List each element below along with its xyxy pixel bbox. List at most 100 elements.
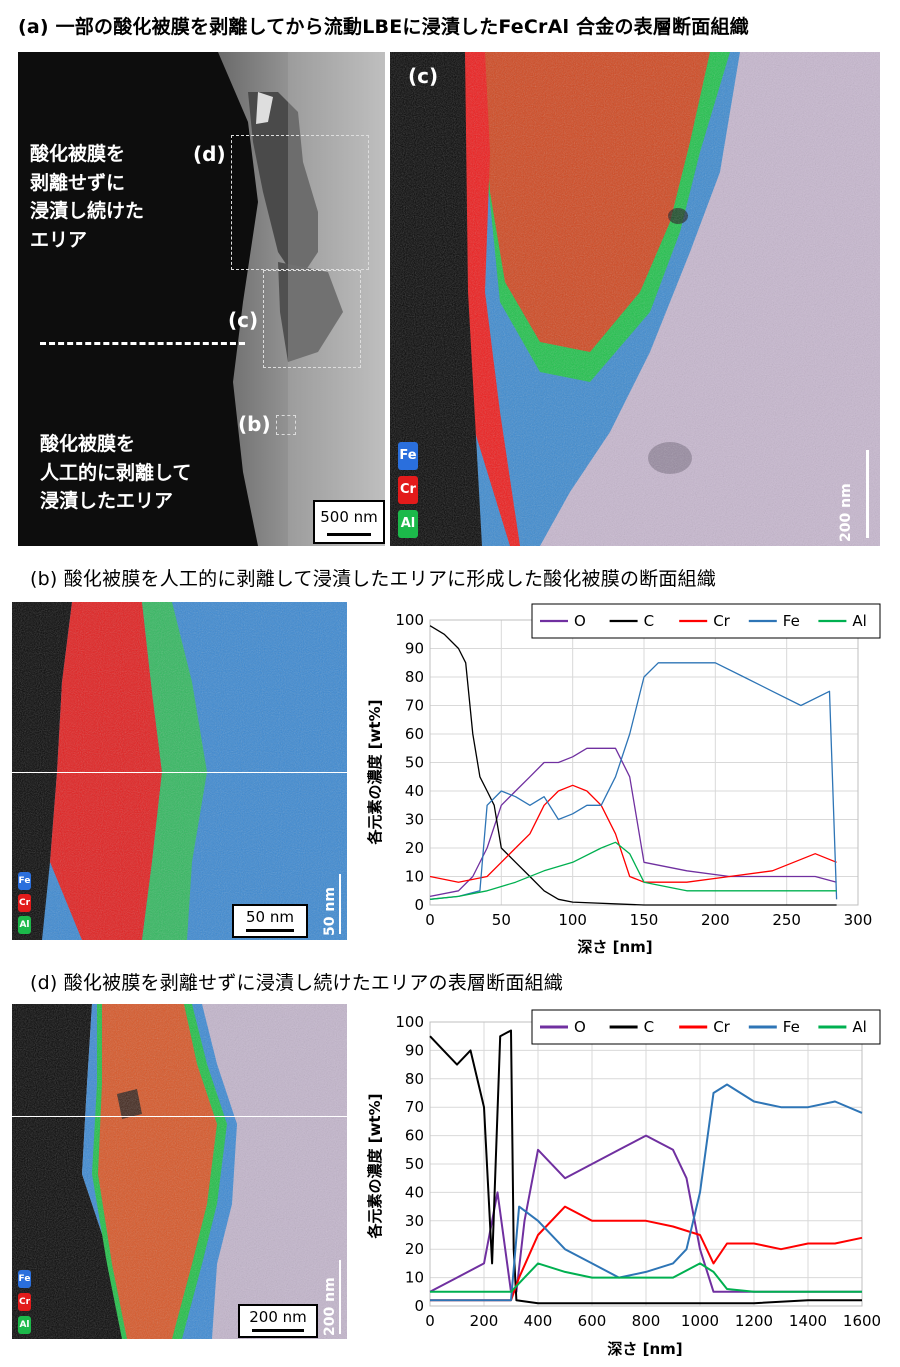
d-vscale-line xyxy=(339,1260,341,1334)
chart-b-series-cr xyxy=(429,784,837,883)
sem-label-line: エリア xyxy=(30,228,88,251)
sem-label-line: 浸漬したエリア xyxy=(40,490,174,512)
chart-d-ytick-label: 60 xyxy=(405,1127,424,1145)
chart-b-ytick-label: 70 xyxy=(405,697,424,715)
region-box-b xyxy=(276,415,296,435)
chart-b-ytick-label: 50 xyxy=(405,754,424,772)
b-scale-line xyxy=(246,929,294,932)
linescan-line xyxy=(12,772,347,773)
legend-cr-chip: Cr xyxy=(18,894,31,912)
chart-b-ytick-label: 20 xyxy=(405,839,424,857)
eds-map-c-tag: (c) xyxy=(408,64,439,88)
chart-d-legend-label: Al xyxy=(852,1018,866,1036)
chart-b-ylabel: 各元素の濃度 [wt%] xyxy=(366,700,384,846)
chart-b-xtick-label: 200 xyxy=(701,911,730,929)
chart-d-xtick-label: 1600 xyxy=(843,1312,881,1330)
chart-d-ytick-label: 40 xyxy=(405,1183,424,1201)
sem-label-unpeeled: 酸化被膜を 剥離せずに 浸漬し続けた エリア xyxy=(30,140,144,254)
sem-scale-text: 500 nm xyxy=(320,508,378,526)
eds-scale-line xyxy=(866,450,869,538)
chart-b-ytick-label: 100 xyxy=(395,611,424,629)
chart-b-legend-label: O xyxy=(574,612,586,630)
sem-label-line: 浸漬し続けた xyxy=(30,200,145,222)
chart-d-series-al xyxy=(430,1262,862,1293)
figure-b-heading: (b) 酸化被膜を人工的に剥離して浸漬したエリアに形成した酸化被膜の断面組織 xyxy=(30,568,716,590)
sem-image: 酸化被膜を 剥離せずに 浸漬し続けた エリア 酸化被膜を 人工的に剥離して 浸漬… xyxy=(18,52,385,546)
chart-d-legend-label: Fe xyxy=(783,1018,800,1036)
chart-d-xtick-label: 600 xyxy=(578,1312,607,1330)
chart-b-legend-label: Fe xyxy=(783,612,800,630)
chart-d-ytick-label: 100 xyxy=(395,1013,424,1031)
chart-b-ytick-label: 10 xyxy=(405,868,424,886)
chart-b-legend-label: Al xyxy=(852,612,866,630)
chart-d-xtick-label: 1200 xyxy=(735,1312,773,1330)
chart-b-series-fe xyxy=(429,662,838,900)
b-vscale-line xyxy=(339,874,341,934)
chart-d-ytick-label: 80 xyxy=(405,1070,424,1088)
eds-map-c: (c) Fe Cr Al 200 nm xyxy=(390,52,880,546)
sem-scale-line xyxy=(327,533,371,536)
chart-d-series-cr xyxy=(430,1205,863,1302)
sem-scale-bar: 500 nm xyxy=(313,500,385,544)
chart-b-ytick-label: 60 xyxy=(405,725,424,743)
eds-scale-text: 200 nm xyxy=(838,483,854,542)
region-label-d: (d) xyxy=(193,142,226,166)
chart-b-xlabel: 深さ [nm] xyxy=(577,938,652,956)
region-box-c xyxy=(263,270,361,368)
legend-cr-chip: Cr xyxy=(18,1293,31,1311)
area-boundary-line xyxy=(40,342,245,345)
b-scale-bar: 50 nm xyxy=(232,904,308,938)
chart-b-xtick-label: 300 xyxy=(844,911,873,929)
chart-d-xtick-label: 1000 xyxy=(681,1312,719,1330)
d-scale-text: 200 nm xyxy=(249,1308,307,1326)
chart-d-ytick-label: 20 xyxy=(405,1240,424,1258)
sem-label-line: 剥離せずに xyxy=(30,171,126,194)
chart-b-ytick-label: 30 xyxy=(405,811,424,829)
legend-fe-chip: Fe xyxy=(18,872,31,890)
sem-label-peeled: 酸化被膜を 人工的に剥離して 浸漬したエリア xyxy=(40,430,191,516)
chart-d-ytick-label: 10 xyxy=(405,1269,424,1287)
chart-b-xtick-label: 100 xyxy=(558,911,587,929)
chart-d-legend-label: O xyxy=(574,1018,586,1036)
sem-label-line: 酸化被膜を xyxy=(40,433,136,455)
sem-label-line: 人工的に剥離して xyxy=(40,461,192,484)
chart-d-xlabel: 深さ [nm] xyxy=(607,1340,682,1358)
chart-d: 各元素の濃度 [wt%] 深さ [nm] 0 200 400 600 800 1000 12… xyxy=(366,1009,881,1358)
chart-b-series-al xyxy=(429,841,837,900)
figure-a-heading: (a) 一部の酸化被膜を剥離してから流動LBEに浸漬したFeCrAl 合金の表層… xyxy=(18,16,749,38)
chart-d-xtick-label: 0 xyxy=(425,1312,435,1330)
chart-d-xtick-label: 400 xyxy=(524,1312,553,1330)
chart-d-legend-label: Cr xyxy=(713,1018,730,1036)
chart-d-xtick-label: 1400 xyxy=(789,1312,827,1330)
linescan-line xyxy=(12,1116,347,1117)
chart-b-xtick-label: 250 xyxy=(772,911,801,929)
region-label-b: (b) xyxy=(238,412,271,436)
chart-b: 各元素の濃度 [wt%] 深さ [nm] 0 50 100 150 200 250 300 0… xyxy=(366,603,881,956)
chart-d-ytick-label: 0 xyxy=(414,1297,424,1315)
chart-d-series-fe xyxy=(430,1083,863,1302)
legend-fe-chip: Fe xyxy=(398,442,418,470)
chart-b-xtick-label: 0 xyxy=(425,911,435,929)
eds-map-b: Fe Cr Al 50 nm 50 nm xyxy=(12,602,347,940)
legend-al-chip: Al xyxy=(398,510,418,538)
chart-b-ytick-label: 40 xyxy=(405,782,424,800)
chart-b-legend-label: Cr xyxy=(713,612,730,630)
chart-b-series-c xyxy=(429,625,837,906)
eds-map-d-art xyxy=(12,1004,347,1339)
chart-d-legend-label: C xyxy=(644,1018,654,1036)
legend-fe-chip: Fe xyxy=(18,1270,31,1288)
chart-d-ytick-label: 70 xyxy=(405,1098,424,1116)
figure-d-heading: (d) 酸化被膜を剥離せずに浸漬し続けたエリアの表層断面組織 xyxy=(30,972,563,994)
legend-al-chip: Al xyxy=(18,916,31,934)
chart-d-ytick-label: 30 xyxy=(405,1212,424,1230)
b-scale-text: 50 nm xyxy=(246,908,294,926)
chart-d-xtick-label: 800 xyxy=(632,1312,661,1330)
legend-al-chip: Al xyxy=(18,1316,31,1334)
d-scale-bar: 200 nm xyxy=(238,1304,318,1338)
chart-d-series-c xyxy=(429,1029,862,1305)
chart-b-xtick-label: 150 xyxy=(630,911,659,929)
legend-cr-chip: Cr xyxy=(398,476,418,504)
region-label-c: (c) xyxy=(228,308,259,332)
b-vscale-text: 50 nm xyxy=(322,887,338,936)
chart-b-series-o xyxy=(429,747,837,898)
